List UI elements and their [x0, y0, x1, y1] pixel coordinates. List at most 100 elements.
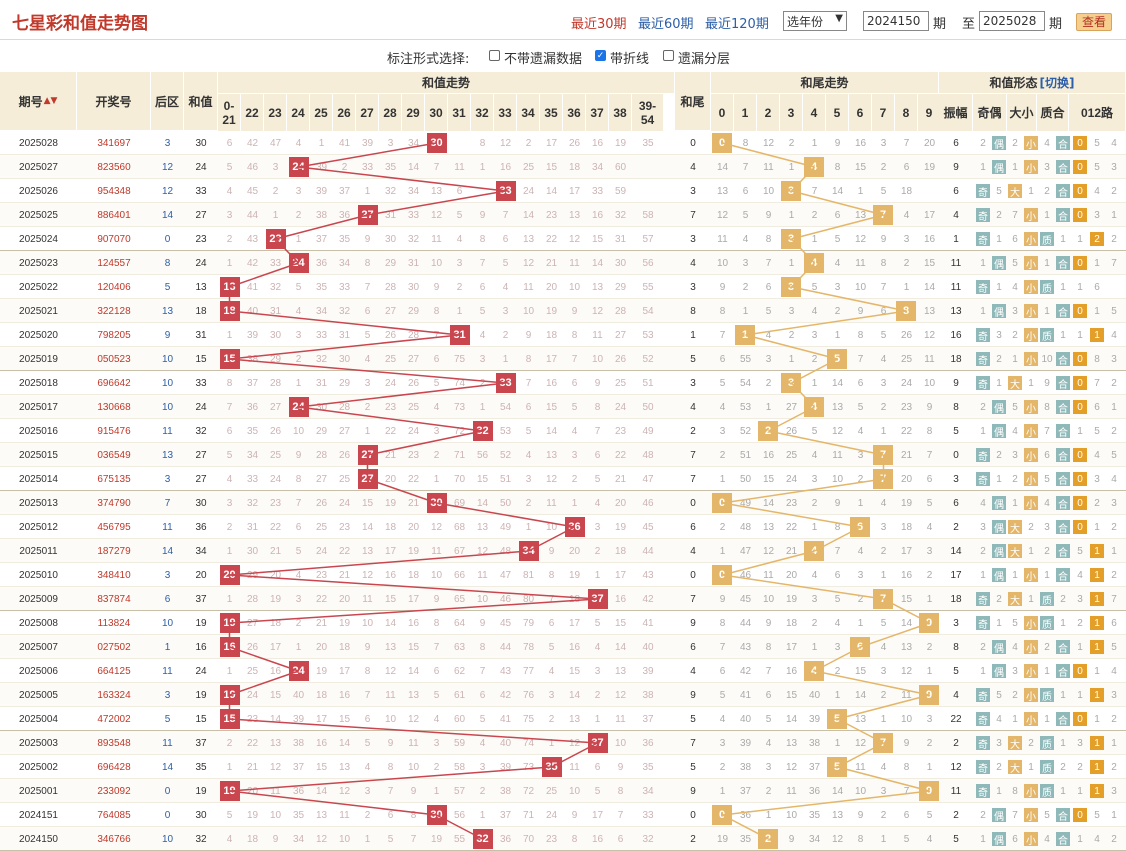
- sum-miss-cell: 15: [545, 401, 558, 413]
- oe-miss: 2: [980, 137, 986, 149]
- line-label: 带折线: [610, 52, 650, 67]
- recent-120-link[interactable]: 最近120期: [705, 17, 769, 32]
- sum-miss-cell: 1: [226, 665, 233, 677]
- to-issue-input[interactable]: 2025028: [979, 11, 1045, 31]
- r012-miss: 1: [1077, 425, 1083, 437]
- sum-miss-cell: 19: [246, 809, 259, 821]
- from-issue-input[interactable]: 2024150: [863, 11, 929, 31]
- no-miss-checkbox[interactable]: [489, 50, 500, 61]
- bs-tag: 小: [1024, 496, 1038, 511]
- tail-miss-cell: 15: [854, 161, 867, 173]
- pc-tag: 质: [1040, 616, 1054, 631]
- tail-miss-cell: 2: [811, 497, 818, 509]
- sum-miss-cell: 8: [571, 329, 578, 341]
- table-row: 2025016 915476 11 32 6 35 26 10 29 27 1 22 24 3 72 32 53…: [0, 419, 1126, 443]
- sum-miss-cell: 20: [614, 497, 627, 509]
- tail-miss-cell: 2: [742, 281, 749, 293]
- sum-miss-cell: 13: [269, 737, 282, 749]
- sum-miss-cell: 59: [614, 185, 627, 197]
- pc-tag: 合: [1056, 712, 1070, 727]
- sum-miss-cell: 5: [226, 449, 233, 461]
- issue-cell: 2025017: [19, 401, 58, 413]
- recent-30-link[interactable]: 最近30期: [571, 17, 627, 32]
- pc-miss: 2: [1060, 761, 1066, 773]
- sum-miss-cell: 9: [364, 641, 371, 653]
- r012-miss: 5: [1111, 641, 1117, 653]
- pc-tag: 合: [1056, 256, 1070, 271]
- sort-icon[interactable]: ▲▼: [43, 96, 58, 106]
- bs-miss: 1: [1028, 545, 1034, 557]
- sum-cell: 37: [195, 593, 207, 605]
- sum-ball: 27: [357, 469, 378, 489]
- sum-miss-cell: 4: [364, 353, 371, 365]
- tail-miss-cell: 48: [739, 521, 752, 533]
- sum-miss-cell: 18: [338, 641, 351, 653]
- layer-checkbox[interactable]: [663, 50, 674, 61]
- back-cell: 11: [162, 521, 173, 533]
- sum-miss-cell: 29: [407, 305, 420, 317]
- sum-miss-cell: 12: [338, 785, 351, 797]
- pc-miss: 1: [1060, 737, 1066, 749]
- recent-60-link[interactable]: 最近60期: [638, 17, 694, 32]
- tail-miss-cell: 36: [808, 785, 821, 797]
- tail-miss-cell: 1: [880, 425, 887, 437]
- tail-cell: 4: [690, 401, 696, 413]
- tail-miss-cell: 35: [808, 809, 821, 821]
- sum-miss-cell: 2: [433, 449, 440, 461]
- tail-miss-cell: 52: [739, 425, 752, 437]
- tail-miss-cell: 5: [880, 185, 887, 197]
- line-checkbox[interactable]: ✓: [595, 50, 606, 61]
- query-button[interactable]: 查看: [1076, 13, 1112, 31]
- sum-miss-cell: 6: [433, 665, 440, 677]
- r012-miss: 2: [1111, 761, 1117, 773]
- sum-miss-cell: 4: [502, 281, 509, 293]
- sum-miss-cell: 13: [568, 713, 581, 725]
- sum-col-header: 39- 54: [632, 94, 664, 131]
- sum-miss-cell: 13: [591, 281, 604, 293]
- sum-miss-cell: 20: [384, 473, 397, 485]
- sum-miss-cell: 61: [453, 689, 466, 701]
- tail-miss-cell: 17: [785, 641, 798, 653]
- toggle-link[interactable]: [切换]: [1039, 76, 1075, 90]
- amp-cell: 22: [950, 713, 962, 725]
- sum-miss-cell: 14: [545, 185, 558, 197]
- year-select[interactable]: 选年份 ▼: [783, 11, 847, 31]
- back-cell: 3: [164, 137, 171, 149]
- sum-miss-cell: 81: [522, 569, 535, 581]
- sum-miss-cell: 10: [568, 281, 581, 293]
- sum-miss-cell: 37: [315, 233, 328, 245]
- r012-miss: 1: [1111, 809, 1117, 821]
- bs-miss: 1: [1028, 185, 1034, 197]
- sum-col-header: 27: [356, 94, 379, 131]
- tail-miss-cell: 1: [834, 689, 841, 701]
- sum-miss-cell: 4: [548, 665, 555, 677]
- sum-miss-cell: 2: [571, 473, 578, 485]
- sum-miss-cell: 10: [568, 785, 581, 797]
- sum-miss-cell: 29: [384, 257, 397, 269]
- sum-miss-cell: 4: [433, 401, 440, 413]
- sum-miss-cell: 15: [476, 473, 489, 485]
- bs-miss: 8: [1012, 785, 1018, 797]
- bs-miss: 4: [1012, 425, 1018, 437]
- sum-miss-cell: 2: [226, 233, 233, 245]
- sum-miss-cell: 9: [525, 329, 532, 341]
- sum-ball: 37: [587, 733, 608, 753]
- sum-miss-cell: 5: [364, 737, 371, 749]
- draw-number-cell: 233092: [97, 785, 131, 797]
- oe-miss: 1: [980, 569, 986, 581]
- sum-miss-cell: 19: [545, 305, 558, 317]
- sum-miss-cell: 13: [361, 545, 374, 557]
- sum-ball: 33: [495, 373, 516, 393]
- tail-col-header: 8: [895, 94, 918, 131]
- sum-miss-cell: 23: [614, 425, 627, 437]
- tail-miss-cell: 3: [857, 449, 864, 461]
- tail-miss-cell: 1: [811, 521, 818, 533]
- r012-miss: 2: [1111, 377, 1117, 389]
- tail-cell: 8: [690, 305, 696, 317]
- pc-tag: 质: [1040, 688, 1054, 703]
- sum-miss-cell: 4: [226, 833, 233, 845]
- oe-tag: 偶: [992, 832, 1006, 847]
- pc-tag: 合: [1056, 496, 1070, 511]
- tail-miss-cell: 15: [900, 593, 913, 605]
- tail-miss-cell: 3: [811, 593, 818, 605]
